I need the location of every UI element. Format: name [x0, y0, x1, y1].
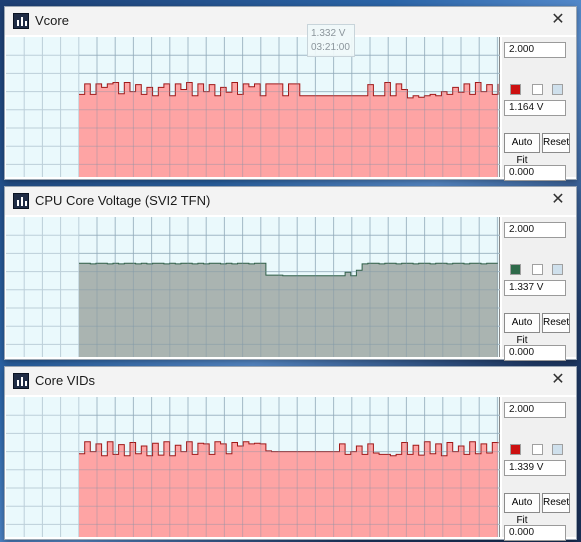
window-core-vids: Core VIDs ✕ 2.000 1.339 V Auto Fit Reset… [4, 366, 577, 541]
tooltip-time: 03:21:00 [311, 42, 350, 53]
graph-controls: 2.000 1.164 V Auto Fit Reset 0.000 [502, 37, 576, 181]
close-icon[interactable]: ✕ [551, 11, 565, 28]
max-value-label: 2.000 [504, 42, 566, 58]
background-color-swatch[interactable] [532, 444, 543, 455]
chart [6, 37, 500, 177]
graph-controls: 2.000 1.337 V Auto Fit Reset 0.000 [502, 217, 576, 361]
window-vcore: Vcore ✕ 2.000 1.164 V Auto Fit Reset 0.0… [4, 6, 577, 181]
window-title: CPU Core Voltage (SVI2 TFN) [35, 193, 211, 208]
grid-color-swatch[interactable] [552, 84, 563, 95]
hwinfo-app-icon [13, 373, 29, 389]
window-cpu-core-voltage: CPU Core Voltage (SVI2 TFN) ✕ 2.000 1.33… [4, 186, 577, 361]
hwinfo-app-icon [13, 13, 29, 29]
title-bar[interactable]: Vcore ✕ [5, 7, 576, 35]
min-value-label: 0.000 [504, 165, 566, 181]
background-color-swatch[interactable] [532, 264, 543, 275]
max-value-label: 2.000 [504, 222, 566, 238]
window-title: Core VIDs [35, 373, 95, 388]
min-value-label: 0.000 [504, 525, 566, 541]
graph-area[interactable] [6, 397, 500, 537]
graph-area[interactable] [6, 37, 500, 177]
graph-tooltip: 1.332 V 03:21:00 [307, 24, 355, 57]
chart [6, 217, 500, 357]
max-value-label: 2.000 [504, 402, 566, 418]
title-bar[interactable]: Core VIDs ✕ [5, 367, 576, 395]
close-icon[interactable]: ✕ [551, 371, 565, 388]
window-title: Vcore [35, 13, 69, 28]
series-line [79, 82, 499, 99]
close-icon[interactable]: ✕ [551, 191, 565, 208]
chart [6, 397, 500, 537]
min-value-label: 0.000 [504, 345, 566, 361]
graph-controls: 2.000 1.339 V Auto Fit Reset 0.000 [502, 397, 576, 541]
series-line [79, 441, 499, 457]
reset-button[interactable]: Reset [542, 313, 570, 333]
auto-fit-button[interactable]: Auto Fit [504, 313, 540, 346]
grid-color-swatch[interactable] [552, 264, 563, 275]
auto-fit-button[interactable]: Auto Fit [504, 133, 540, 166]
series-line [79, 262, 498, 277]
hwinfo-app-icon [13, 193, 29, 209]
reset-button[interactable]: Reset [542, 493, 570, 513]
background-color-swatch[interactable] [532, 84, 543, 95]
reset-button[interactable]: Reset [542, 133, 570, 153]
current-value-label: 1.164 V [504, 100, 566, 116]
series-area [79, 263, 498, 357]
series-area [79, 441, 498, 537]
grid-color-swatch[interactable] [552, 444, 563, 455]
graph-area[interactable] [6, 217, 500, 357]
line-color-swatch[interactable] [510, 444, 521, 455]
current-value-label: 1.339 V [504, 460, 566, 476]
line-color-swatch[interactable] [510, 264, 521, 275]
series-area [79, 82, 498, 177]
title-bar[interactable]: CPU Core Voltage (SVI2 TFN) ✕ [5, 187, 576, 215]
line-color-swatch[interactable] [510, 84, 521, 95]
current-value-label: 1.337 V [504, 280, 566, 296]
auto-fit-button[interactable]: Auto Fit [504, 493, 540, 526]
tooltip-value: 1.332 V [311, 28, 346, 39]
